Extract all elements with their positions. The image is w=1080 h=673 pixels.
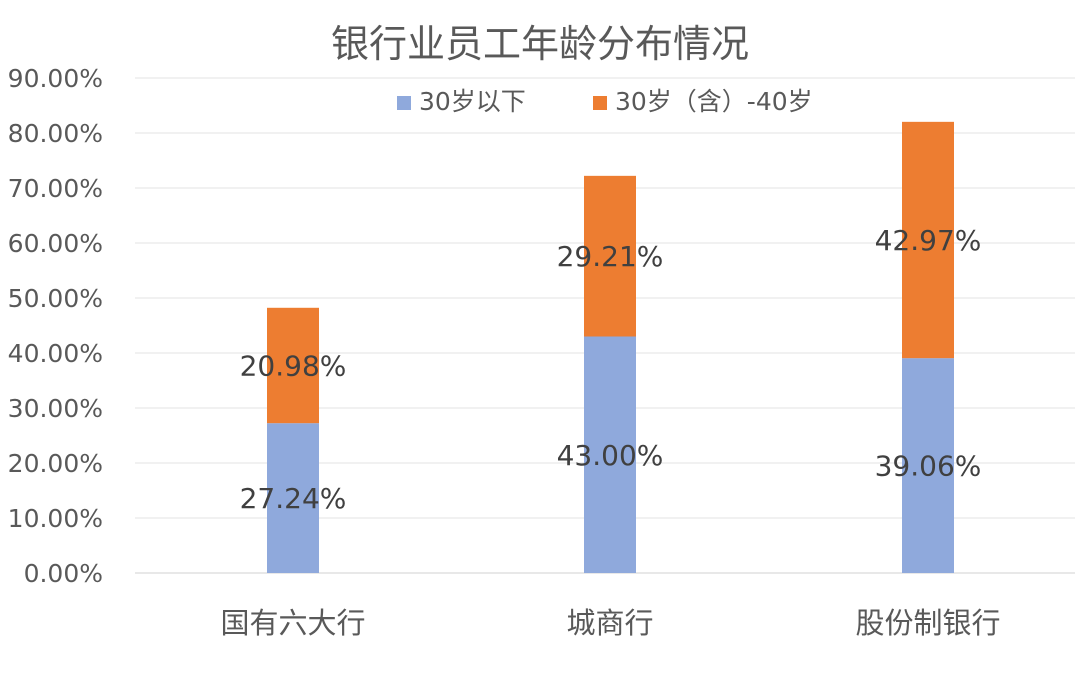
x-axis-tick-labels: 国有六大行 城商行 股份制银行 [220, 606, 1000, 640]
bar-segment [584, 336, 636, 573]
bar-segment [267, 307, 319, 424]
data-label: 42.97% [875, 224, 982, 257]
y-tick-label: 50.00% [8, 284, 103, 313]
bars [267, 121, 954, 573]
bar-segment [267, 423, 319, 573]
y-axis-tick-labels: 0.00% 10.00% 20.00% 30.00% 40.00% 50.00% 60.00… [8, 64, 103, 588]
chart-title: 银行业员工年龄分布情况 [331, 22, 749, 66]
legend: 30岁以下 30岁（含）-40岁 [397, 87, 813, 116]
y-tick-label: 40.00% [8, 339, 103, 368]
x-tick-label: 股份制银行 [855, 606, 1000, 640]
legend-swatch-series-2 [593, 96, 607, 110]
bar-segment [584, 175, 636, 337]
data-label: 43.00% [557, 439, 664, 472]
bar-segment [902, 358, 954, 573]
data-label: 39.06% [875, 450, 982, 483]
x-tick-label: 国有六大行 [220, 606, 365, 640]
y-tick-label: 10.00% [8, 504, 103, 533]
data-label: 20.98% [240, 349, 347, 382]
y-tick-label: 80.00% [8, 119, 103, 148]
y-tick-label: 60.00% [8, 229, 103, 258]
x-tick-label: 城商行 [566, 606, 653, 640]
y-tick-label: 70.00% [8, 174, 103, 203]
y-tick-label: 90.00% [8, 64, 103, 93]
bar-segment [902, 121, 954, 359]
y-tick-label: 30.00% [8, 394, 103, 423]
legend-label-series-2: 30岁（含）-40岁 [615, 87, 813, 116]
y-tick-label: 20.00% [8, 449, 103, 478]
legend-label-series-1: 30岁以下 [419, 87, 526, 116]
data-label: 29.21% [557, 240, 664, 273]
y-tick-label: 0.00% [24, 559, 103, 588]
legend-swatch-series-1 [397, 96, 411, 110]
data-labels: 27.24% 20.98% 43.00% 29.21% 39.06% 42.97% [240, 224, 982, 515]
data-label: 27.24% [240, 482, 347, 515]
